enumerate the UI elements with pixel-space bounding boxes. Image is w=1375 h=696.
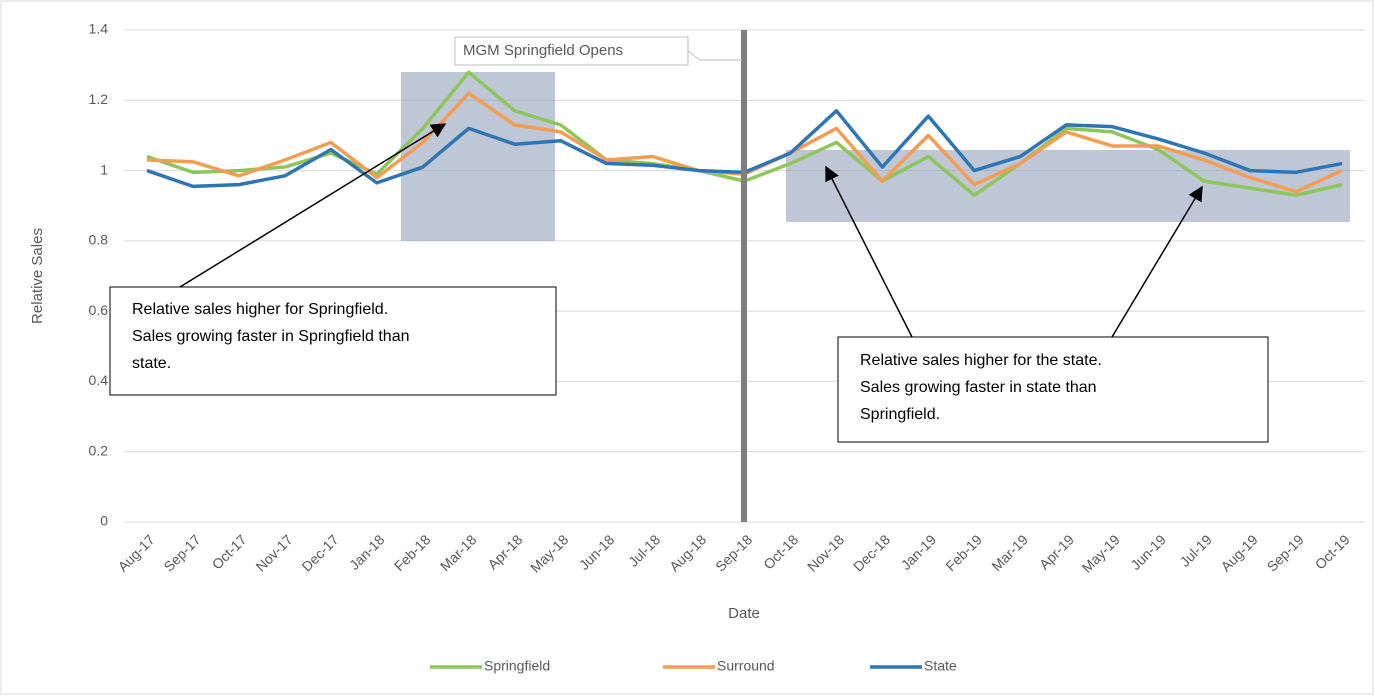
y-tick-label: 0.6 [89, 302, 109, 318]
event-label: MGM Springfield Opens [463, 42, 623, 59]
legend-label: State [924, 658, 957, 674]
y-tick-label: 1.4 [89, 21, 109, 37]
y-tick-label: 1 [100, 161, 108, 177]
x-axis-label: Date [728, 605, 760, 622]
callout-line [687, 50, 742, 61]
highlight-region [401, 72, 555, 241]
arrow [825, 165, 913, 338]
annotation-text: Sales growing faster in state than [860, 379, 1097, 396]
arrow [1111, 185, 1203, 338]
arrow [179, 123, 447, 288]
annotation-box [837, 336, 1269, 443]
y-tick-label: 0.2 [89, 442, 109, 458]
y-axis-label: Relative Sales [29, 228, 46, 324]
annotation-box [109, 286, 557, 396]
legend-label: Springfield [484, 658, 550, 674]
annotations: Relative sales higher for Springfield. Sa… [132, 301, 1102, 423]
annotation-text: Relative sales higher for the state. [860, 352, 1102, 369]
y-tick-label: 0 [100, 513, 108, 529]
y-tick-label: 0.8 [89, 232, 109, 248]
y-tick-label: 1.2 [89, 91, 109, 107]
annotation-text: Sales growing faster in Springfield than [132, 328, 410, 345]
legend-label: Surround [717, 658, 775, 674]
highlight-region [786, 150, 1350, 222]
annotation-text: Relative sales higher for Springfield. [132, 301, 388, 318]
event-label-box [454, 36, 689, 66]
annotation-text: state. [132, 355, 171, 372]
y-tick-label: 0.4 [89, 372, 109, 388]
annotation-text: Springfield. [860, 406, 940, 423]
